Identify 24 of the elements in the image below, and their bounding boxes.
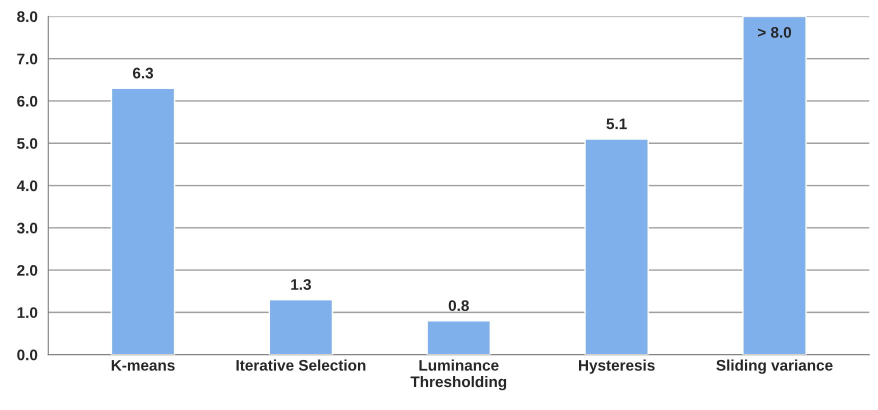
data-label: 1.3 <box>291 279 311 290</box>
bar <box>426 320 492 355</box>
y-tick-label: 5.0 <box>17 138 38 149</box>
y-tick-label: 8.0 <box>17 11 38 22</box>
bar <box>742 16 807 355</box>
y-tick-label: 4.0 <box>16 180 38 192</box>
bar <box>110 88 176 355</box>
y-tick-label: 2.0 <box>17 264 38 276</box>
x-tick-label: Sliding variance <box>716 360 833 374</box>
y-tick-label: 3.0 <box>16 222 38 234</box>
x-tick-label: Iterative Selection <box>236 360 366 371</box>
y-tick-label: 1.0 <box>18 307 38 318</box>
data-label: > 8.0 <box>758 26 792 38</box>
x-tick-label: Luminance Thresholding <box>410 360 506 390</box>
bar <box>584 138 649 355</box>
data-label: 6.3 <box>132 68 154 79</box>
x-tick-label: K-means <box>112 360 175 371</box>
bar <box>268 298 334 355</box>
y-tick-label: 6.0 <box>17 96 38 107</box>
y-tick-label: 0.0 <box>17 350 38 360</box>
data-label: 0.8 <box>448 300 469 312</box>
x-tick-label: Hysteresis <box>579 360 655 374</box>
data-label: 5.1 <box>606 118 627 130</box>
y-tick-label: 7.0 <box>17 54 38 64</box>
